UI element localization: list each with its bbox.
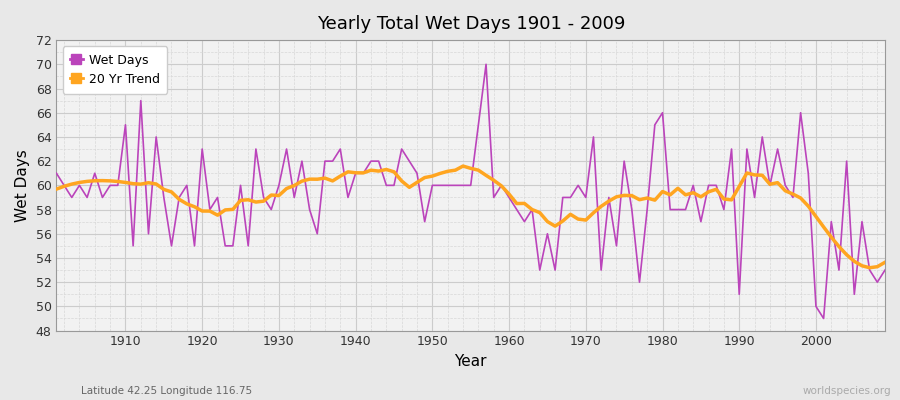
X-axis label: Year: Year <box>454 354 487 369</box>
Title: Yearly Total Wet Days 1901 - 2009: Yearly Total Wet Days 1901 - 2009 <box>317 15 625 33</box>
Legend: Wet Days, 20 Yr Trend: Wet Days, 20 Yr Trend <box>63 46 167 94</box>
Y-axis label: Wet Days: Wet Days <box>15 149 30 222</box>
Text: worldspecies.org: worldspecies.org <box>803 386 891 396</box>
Text: Latitude 42.25 Longitude 116.75: Latitude 42.25 Longitude 116.75 <box>81 386 252 396</box>
